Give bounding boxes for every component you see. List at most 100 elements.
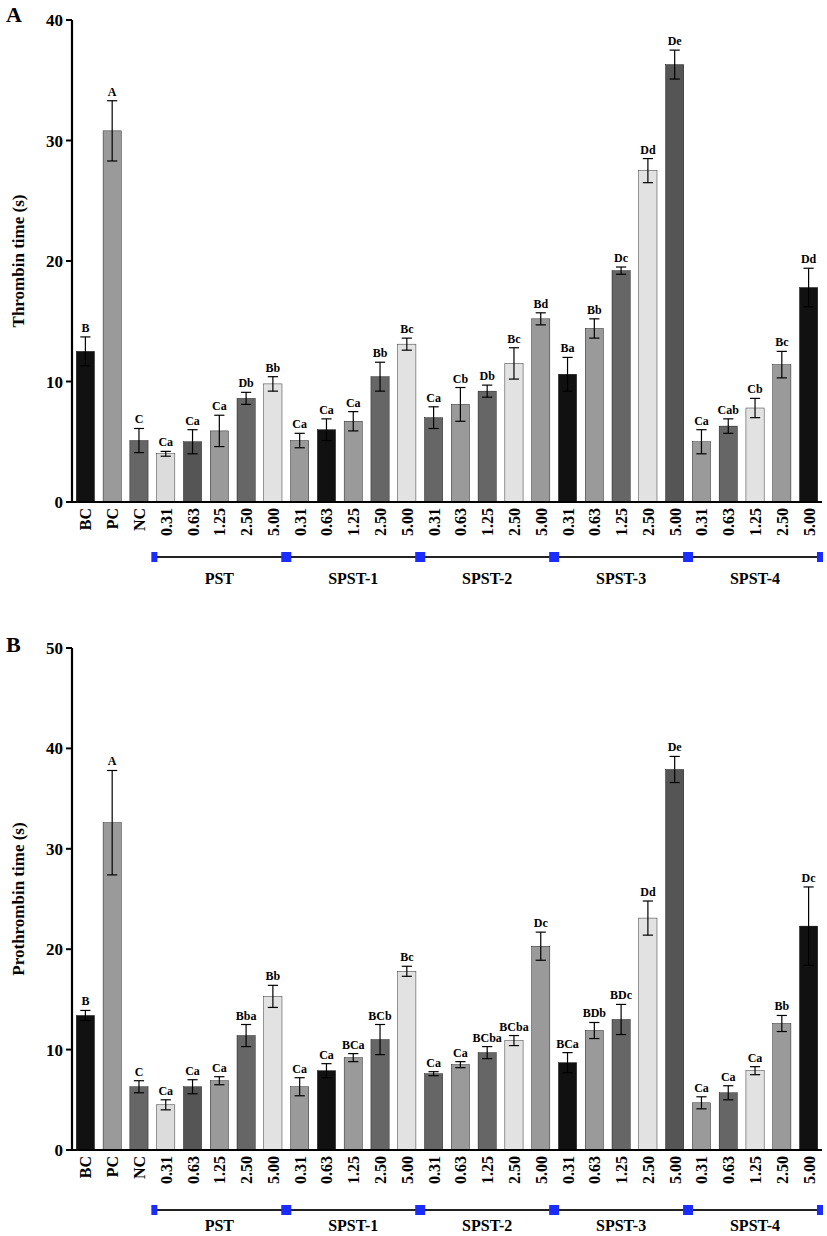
bar [666, 769, 684, 1150]
error-bar [643, 901, 653, 935]
x-tick-label: 5.00 [265, 1156, 282, 1184]
error-cap [268, 985, 278, 986]
error-cap [375, 1054, 385, 1055]
x-tick-label: 0.31 [693, 1156, 710, 1184]
error-bar [161, 451, 171, 456]
error-cap [723, 433, 733, 434]
error-cap [616, 274, 626, 275]
error-cap [562, 1052, 572, 1053]
error-bar [241, 392, 251, 404]
error-line [701, 1097, 702, 1109]
bar [398, 344, 416, 502]
error-cap [455, 387, 465, 388]
error-cap [241, 404, 251, 405]
y-axis [71, 20, 73, 503]
x-tick-label: 2.50 [774, 508, 791, 536]
significance-letter: BCa [556, 1037, 579, 1051]
error-line [674, 50, 675, 79]
error-cap [187, 1093, 197, 1094]
error-line [353, 412, 354, 431]
error-cap [723, 418, 733, 419]
bar [505, 363, 523, 502]
error-cap [455, 421, 465, 422]
error-line [299, 433, 300, 447]
error-cap [723, 1099, 733, 1100]
bar [157, 1105, 175, 1150]
error-bar [107, 101, 117, 161]
significance-letter: Dd [640, 885, 656, 899]
error-line [246, 1025, 247, 1047]
error-cap [536, 960, 546, 961]
error-cap [777, 377, 787, 378]
bar [478, 391, 496, 502]
error-line [272, 985, 273, 1007]
bracket-line [422, 1209, 552, 1211]
x-tick-label: 2.50 [506, 508, 523, 536]
error-line [165, 451, 166, 456]
error-cap [589, 1022, 599, 1023]
bar [425, 1074, 443, 1150]
error-bar [268, 985, 278, 1007]
error-bar [321, 1064, 331, 1078]
group-label: SPST-3 [596, 1217, 646, 1234]
error-line [540, 313, 541, 325]
significance-letter: Dd [801, 252, 817, 266]
bar [719, 426, 737, 502]
x-tick-label: 0.63 [720, 508, 737, 536]
error-cap [777, 351, 787, 352]
bar [558, 1063, 576, 1150]
bar [800, 288, 818, 502]
error-cap [348, 430, 358, 431]
y-tick-label: 10 [46, 373, 63, 392]
x-tick-label: 1.25 [747, 508, 764, 536]
group-label: SPST-4 [730, 570, 780, 587]
x-tick-label: 0.63 [185, 1156, 202, 1184]
error-line [781, 1015, 782, 1031]
error-line [808, 887, 809, 965]
significance-letter: BCba [499, 1020, 528, 1034]
significance-letter: BDb [583, 1006, 607, 1020]
error-cap [402, 338, 412, 339]
error-cap [134, 428, 144, 429]
error-cap [643, 900, 653, 901]
error-cap [80, 1010, 90, 1011]
group-bracket [419, 1205, 555, 1215]
bar [103, 131, 121, 502]
error-cap [241, 1024, 251, 1025]
bracket-line [556, 1209, 686, 1211]
error-cap [321, 440, 331, 441]
bracket-end [553, 1205, 559, 1215]
error-line [754, 1067, 755, 1075]
error-cap [696, 1108, 706, 1109]
error-cap [107, 100, 117, 101]
group-bracket [285, 1205, 421, 1215]
error-bar [696, 1097, 706, 1109]
bar [558, 374, 576, 502]
bracket-line [288, 1209, 418, 1211]
error-cap [321, 418, 331, 419]
bar [237, 398, 255, 502]
error-bar [348, 412, 358, 431]
x-tick-label: 0.63 [318, 508, 335, 536]
error-cap [589, 318, 599, 319]
panel: BProthrombin time (s)01020304050BACCaCaC… [6, 632, 823, 1234]
error-cap [643, 935, 653, 936]
error-cap [321, 1063, 331, 1064]
significance-letter: Ca [346, 396, 361, 410]
error-cap [509, 347, 519, 348]
bar [371, 377, 389, 502]
error-line [487, 385, 488, 397]
error-line [513, 348, 514, 379]
error-line [326, 419, 327, 441]
panel-label: A [6, 2, 22, 27]
x-tick-label: 1.25 [211, 1156, 228, 1184]
error-cap [161, 451, 171, 452]
bar [773, 1023, 791, 1150]
error-cap [750, 1066, 760, 1067]
y-tick-label: 0 [55, 1141, 64, 1160]
bar [291, 441, 309, 502]
group-label: SPST-3 [596, 570, 646, 587]
significance-letter: Db [238, 376, 254, 390]
error-line [594, 319, 595, 338]
error-cap [804, 268, 814, 269]
